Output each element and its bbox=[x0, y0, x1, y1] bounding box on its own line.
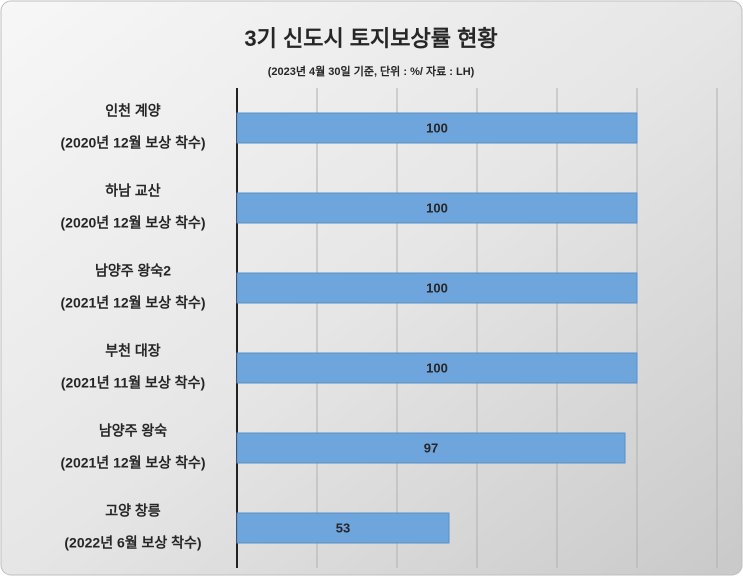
y-tick-label: (2020년 12월 보상 착수) bbox=[61, 215, 206, 231]
data-label: 100 bbox=[426, 360, 448, 375]
y-tick-label: 부천 대장 bbox=[105, 343, 161, 359]
y-tick-label: 인천 계양 bbox=[105, 103, 161, 119]
chart-title: 3기 신도시 토지보상률 현황 bbox=[244, 26, 497, 51]
data-label: 53 bbox=[336, 520, 350, 535]
bar bbox=[236, 512, 450, 544]
y-tick-label: (2021년 11월 보상 착수) bbox=[61, 375, 205, 391]
bar bbox=[236, 352, 638, 384]
y-tick-label: (2022년 6월 보상 착수) bbox=[64, 535, 201, 551]
y-tick-label: (2021년 12월 보상 착수) bbox=[61, 455, 206, 471]
bar bbox=[236, 192, 638, 224]
data-label: 100 bbox=[426, 120, 448, 135]
bar bbox=[236, 112, 638, 144]
y-tick-label: (2021년 12월 보상 착수) bbox=[61, 295, 206, 311]
chart-subtitle: (2023년 4월 30일 기준, 단위 : %/ 자료 : LH) bbox=[268, 64, 475, 78]
data-label: 97 bbox=[424, 440, 438, 455]
data-label: 100 bbox=[426, 200, 448, 215]
bar bbox=[236, 272, 638, 304]
data-label: 100 bbox=[426, 280, 448, 295]
y-tick-label: 남양주 왕숙 bbox=[99, 423, 167, 439]
y-tick-label: 고양 창릉 bbox=[105, 503, 161, 519]
bar bbox=[236, 432, 626, 464]
y-tick-label: (2020년 12월 보상 착수) bbox=[61, 135, 206, 151]
y-tick-label: 하남 교산 bbox=[105, 183, 161, 199]
y-tick-label: 남양주 왕숙2 bbox=[95, 263, 171, 279]
